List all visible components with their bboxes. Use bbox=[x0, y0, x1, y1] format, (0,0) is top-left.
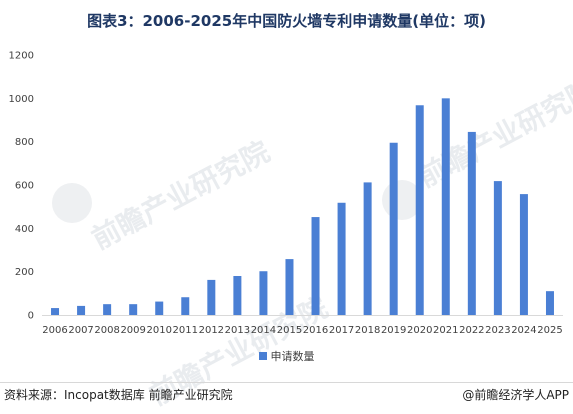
credit-note: @前瞻经济学人APP bbox=[462, 388, 569, 402]
bar-2015 bbox=[285, 259, 294, 315]
x-tick-label: 2009 bbox=[120, 325, 145, 336]
x-tick-label: 2006 bbox=[42, 325, 67, 336]
y-tick-label: 200 bbox=[15, 267, 34, 278]
bar-2007 bbox=[77, 305, 86, 315]
x-tick-label: 2014 bbox=[251, 325, 276, 336]
x-axis: 2006 2007 2008 2009 2010 2011 2012 2013 2014 2015… bbox=[42, 315, 563, 336]
y-tick-label: 1200 bbox=[9, 51, 34, 62]
bar-2023 bbox=[493, 181, 502, 315]
bar-series bbox=[51, 98, 554, 316]
x-tick-label: 2018 bbox=[355, 325, 380, 336]
x-tick-label: 2008 bbox=[94, 325, 119, 336]
y-tick-label: 0 bbox=[28, 311, 34, 322]
x-tick-label: 2011 bbox=[173, 325, 198, 336]
y-tick-label: 1000 bbox=[9, 94, 34, 105]
footer-divider bbox=[0, 382, 573, 383]
bar-2012 bbox=[207, 279, 216, 315]
x-tick-label: 2013 bbox=[225, 325, 250, 336]
x-tick-label: 2010 bbox=[146, 325, 171, 336]
bar-2022 bbox=[467, 131, 476, 315]
bar-2017 bbox=[337, 202, 346, 315]
x-tick-label: 2007 bbox=[68, 325, 93, 336]
bar-2016 bbox=[311, 217, 320, 315]
bar-2024 bbox=[519, 194, 528, 315]
legend-swatch bbox=[258, 352, 267, 360]
y-axis: 0 200 400 600 800 1000 1200 bbox=[9, 51, 34, 322]
bar-2025 bbox=[545, 291, 554, 315]
x-tick-label: 2021 bbox=[433, 325, 458, 336]
chart-legend: 申请数量 bbox=[0, 348, 573, 364]
bar-2008 bbox=[103, 304, 112, 315]
x-tick-label: 2017 bbox=[329, 325, 354, 336]
x-tick-label: 2022 bbox=[459, 325, 484, 336]
bar-2011 bbox=[181, 297, 190, 315]
legend-label: 申请数量 bbox=[270, 350, 315, 363]
x-tick-label: 2016 bbox=[303, 325, 328, 336]
bar-2010 bbox=[155, 301, 164, 315]
x-tick-label: 2020 bbox=[407, 325, 432, 336]
bar-2014 bbox=[259, 271, 268, 315]
bar-2021 bbox=[441, 98, 450, 315]
source-note: 资料来源：Incopat数据库 前瞻产业研究院 bbox=[4, 388, 233, 402]
x-tick-label: 2023 bbox=[485, 325, 510, 336]
x-tick-label: 2019 bbox=[381, 325, 406, 336]
bar-2013 bbox=[233, 276, 242, 315]
bar-2020 bbox=[415, 105, 424, 316]
y-tick-label: 400 bbox=[15, 224, 34, 235]
chart-title: 图表3：2006-2025年中国防火墙专利申请数量(单位：项) bbox=[87, 12, 486, 30]
x-tick-label: 2025 bbox=[537, 325, 562, 336]
bar-2019 bbox=[389, 142, 398, 315]
bar-2009 bbox=[129, 304, 138, 315]
x-tick-label: 2015 bbox=[277, 325, 302, 336]
y-tick-label: 600 bbox=[15, 181, 34, 192]
bar-2006 bbox=[51, 308, 60, 315]
y-tick-label: 800 bbox=[15, 137, 34, 148]
x-tick-label: 2024 bbox=[511, 325, 536, 336]
bar-2018 bbox=[363, 182, 372, 315]
x-tick-label: 2012 bbox=[199, 325, 224, 336]
